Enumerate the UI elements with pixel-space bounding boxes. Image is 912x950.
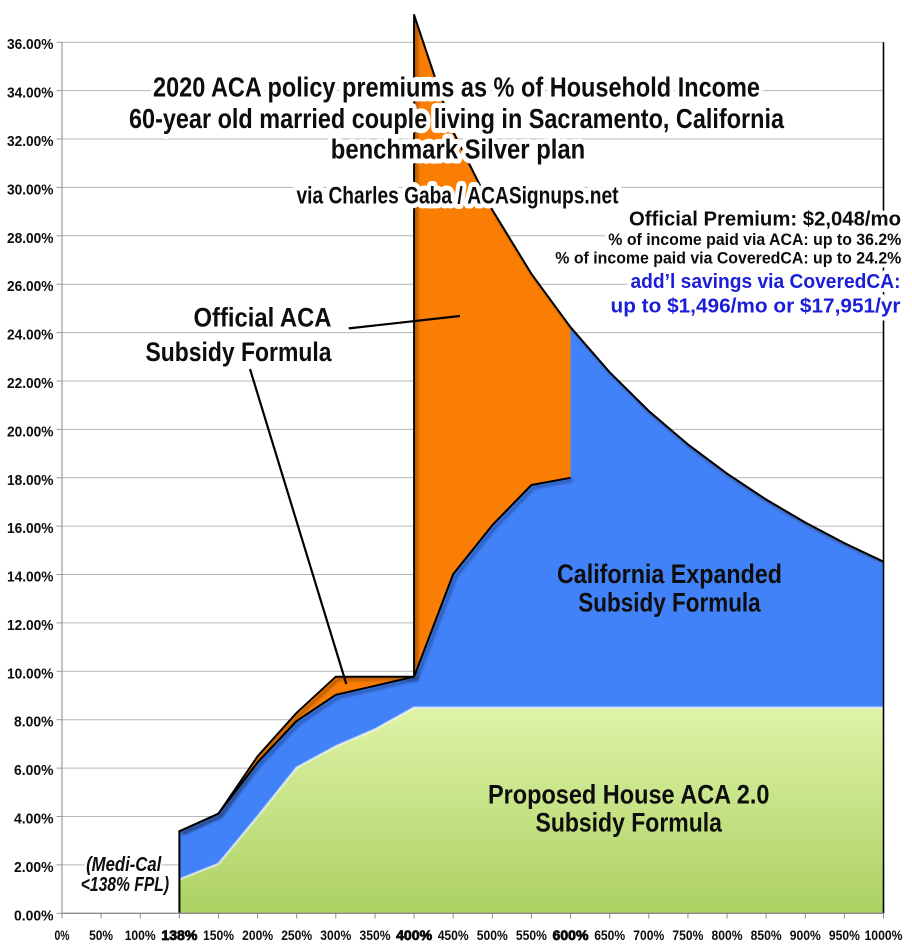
svg-text:% of income paid via ACA: up t: % of income paid via ACA: up to 36.2% — [608, 231, 901, 249]
svg-text:via Charles Gaba / ACASignups.: via Charles Gaba / ACASignups.net — [297, 183, 619, 210]
svg-text:Subsidy Formula: Subsidy Formula — [146, 337, 333, 367]
svg-text:20.00%: 20.00% — [7, 423, 54, 440]
svg-text:(Medi-Cal: (Medi-Cal — [86, 854, 162, 876]
svg-text:60-year old married couple liv: 60-year old married couple living in Sac… — [129, 103, 784, 134]
svg-text:450%: 450% — [438, 927, 469, 943]
svg-text:34.00%: 34.00% — [7, 85, 54, 102]
svg-text:8.00%: 8.00% — [14, 714, 54, 731]
svg-text:300%: 300% — [320, 927, 351, 943]
svg-text:0%: 0% — [55, 927, 70, 943]
svg-text:14.00%: 14.00% — [7, 569, 54, 586]
svg-text:50%: 50% — [89, 927, 113, 943]
svg-text:30.00%: 30.00% — [7, 181, 54, 198]
svg-text:4.00%: 4.00% — [14, 811, 54, 828]
svg-text:350%: 350% — [360, 927, 391, 943]
svg-text:100%: 100% — [125, 927, 156, 943]
svg-text:0.00%: 0.00% — [14, 907, 54, 924]
svg-text:add’l savings via CoveredCA:: add’l savings via CoveredCA: — [631, 271, 901, 293]
svg-text:Subsidy Formula: Subsidy Formula — [578, 587, 761, 617]
svg-text:18.00%: 18.00% — [7, 472, 54, 489]
svg-text:Official ACA: Official ACA — [194, 303, 332, 333]
svg-text:% of income paid via CoveredCA: % of income paid via CoveredCA: up to 24… — [555, 250, 901, 268]
svg-text:28.00%: 28.00% — [7, 230, 54, 247]
svg-text:California Expanded: California Expanded — [557, 559, 782, 589]
svg-text:2020 ACA policy premiums as %: 2020 ACA policy premiums as % of Househo… — [153, 72, 760, 103]
svg-text:up to $1,496/mo or $17,951/yr: up to $1,496/mo or $17,951/yr — [611, 295, 901, 317]
svg-text:200%: 200% — [242, 927, 273, 943]
svg-text:800%: 800% — [712, 927, 743, 943]
svg-text:400%: 400% — [396, 927, 433, 943]
svg-text:26.00%: 26.00% — [7, 278, 54, 295]
svg-text:22.00%: 22.00% — [7, 375, 54, 392]
svg-text:Subsidy Formula: Subsidy Formula — [536, 808, 723, 838]
svg-text:24.00%: 24.00% — [7, 327, 54, 344]
svg-text:250%: 250% — [281, 927, 312, 943]
svg-text:16.00%: 16.00% — [7, 520, 54, 537]
svg-text:32.00%: 32.00% — [7, 133, 54, 150]
svg-text:900%: 900% — [790, 927, 821, 943]
svg-text:1000%: 1000% — [865, 927, 903, 943]
svg-text:Proposed House ACA 2.0: Proposed House ACA 2.0 — [488, 780, 770, 810]
svg-text:36.00%: 36.00% — [7, 36, 54, 53]
svg-text:700%: 700% — [633, 927, 664, 943]
svg-text:550%: 550% — [516, 927, 547, 943]
svg-text:850%: 850% — [751, 927, 782, 943]
svg-text:650%: 650% — [594, 927, 625, 943]
svg-text:950%: 950% — [829, 927, 860, 943]
svg-text:<138% FPL): <138% FPL) — [81, 874, 170, 896]
svg-text:138%: 138% — [161, 927, 198, 943]
svg-text:500%: 500% — [477, 927, 508, 943]
svg-text:6.00%: 6.00% — [14, 762, 54, 779]
svg-text:750%: 750% — [672, 927, 703, 943]
svg-text:12.00%: 12.00% — [7, 617, 54, 634]
svg-text:2.00%: 2.00% — [14, 859, 54, 876]
svg-text:10.00%: 10.00% — [7, 665, 54, 682]
svg-text:benchmark Silver plan: benchmark Silver plan — [331, 134, 586, 165]
svg-text:150%: 150% — [203, 927, 234, 943]
svg-text:600%: 600% — [553, 927, 590, 943]
svg-text:Official Premium: $2,048/mo: Official Premium: $2,048/mo — [629, 209, 901, 231]
